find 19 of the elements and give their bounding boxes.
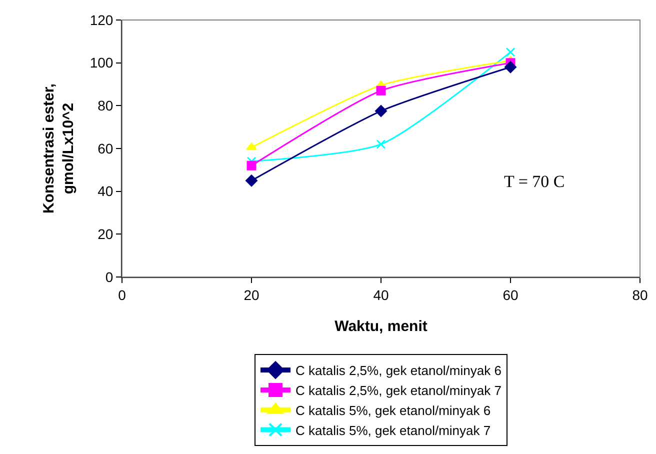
y-tick-label: 60 xyxy=(98,140,114,156)
x-tick-label: 40 xyxy=(373,286,389,303)
annotation: T = 70 C xyxy=(504,172,565,191)
legend-label: C katalis 5%, gek etanol/minyak 6 xyxy=(296,402,491,418)
legend-label: C katalis 2,5%, gek etanol/minyak 7 xyxy=(296,383,502,398)
legend-label: C katalis 5%, gek etanol/minyak 7 xyxy=(296,422,491,438)
y-tick-label: 80 xyxy=(98,98,114,114)
y-tick-label: 40 xyxy=(98,183,114,200)
x-tick-label: 60 xyxy=(502,286,518,303)
y-tick-label: 120 xyxy=(90,12,114,28)
x-tick-label: 20 xyxy=(244,286,260,303)
y-axis-title: Konsentrasi ester, gmol/Lx10^2 xyxy=(40,83,78,214)
y-tick-label: 100 xyxy=(90,54,114,71)
y-tick-label: 20 xyxy=(98,226,114,242)
legend-label: C katalis 2,5%, gek etanol/minyak 6 xyxy=(296,363,502,378)
y-tick-label: 0 xyxy=(105,268,114,285)
x-tick-label: 0 xyxy=(118,286,126,303)
x-axis-title: Waktu, menit xyxy=(334,318,428,335)
x-tick-label: 80 xyxy=(632,286,648,303)
